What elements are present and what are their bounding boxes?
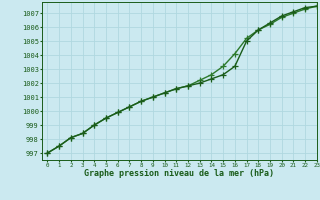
X-axis label: Graphe pression niveau de la mer (hPa): Graphe pression niveau de la mer (hPa) (84, 169, 274, 178)
